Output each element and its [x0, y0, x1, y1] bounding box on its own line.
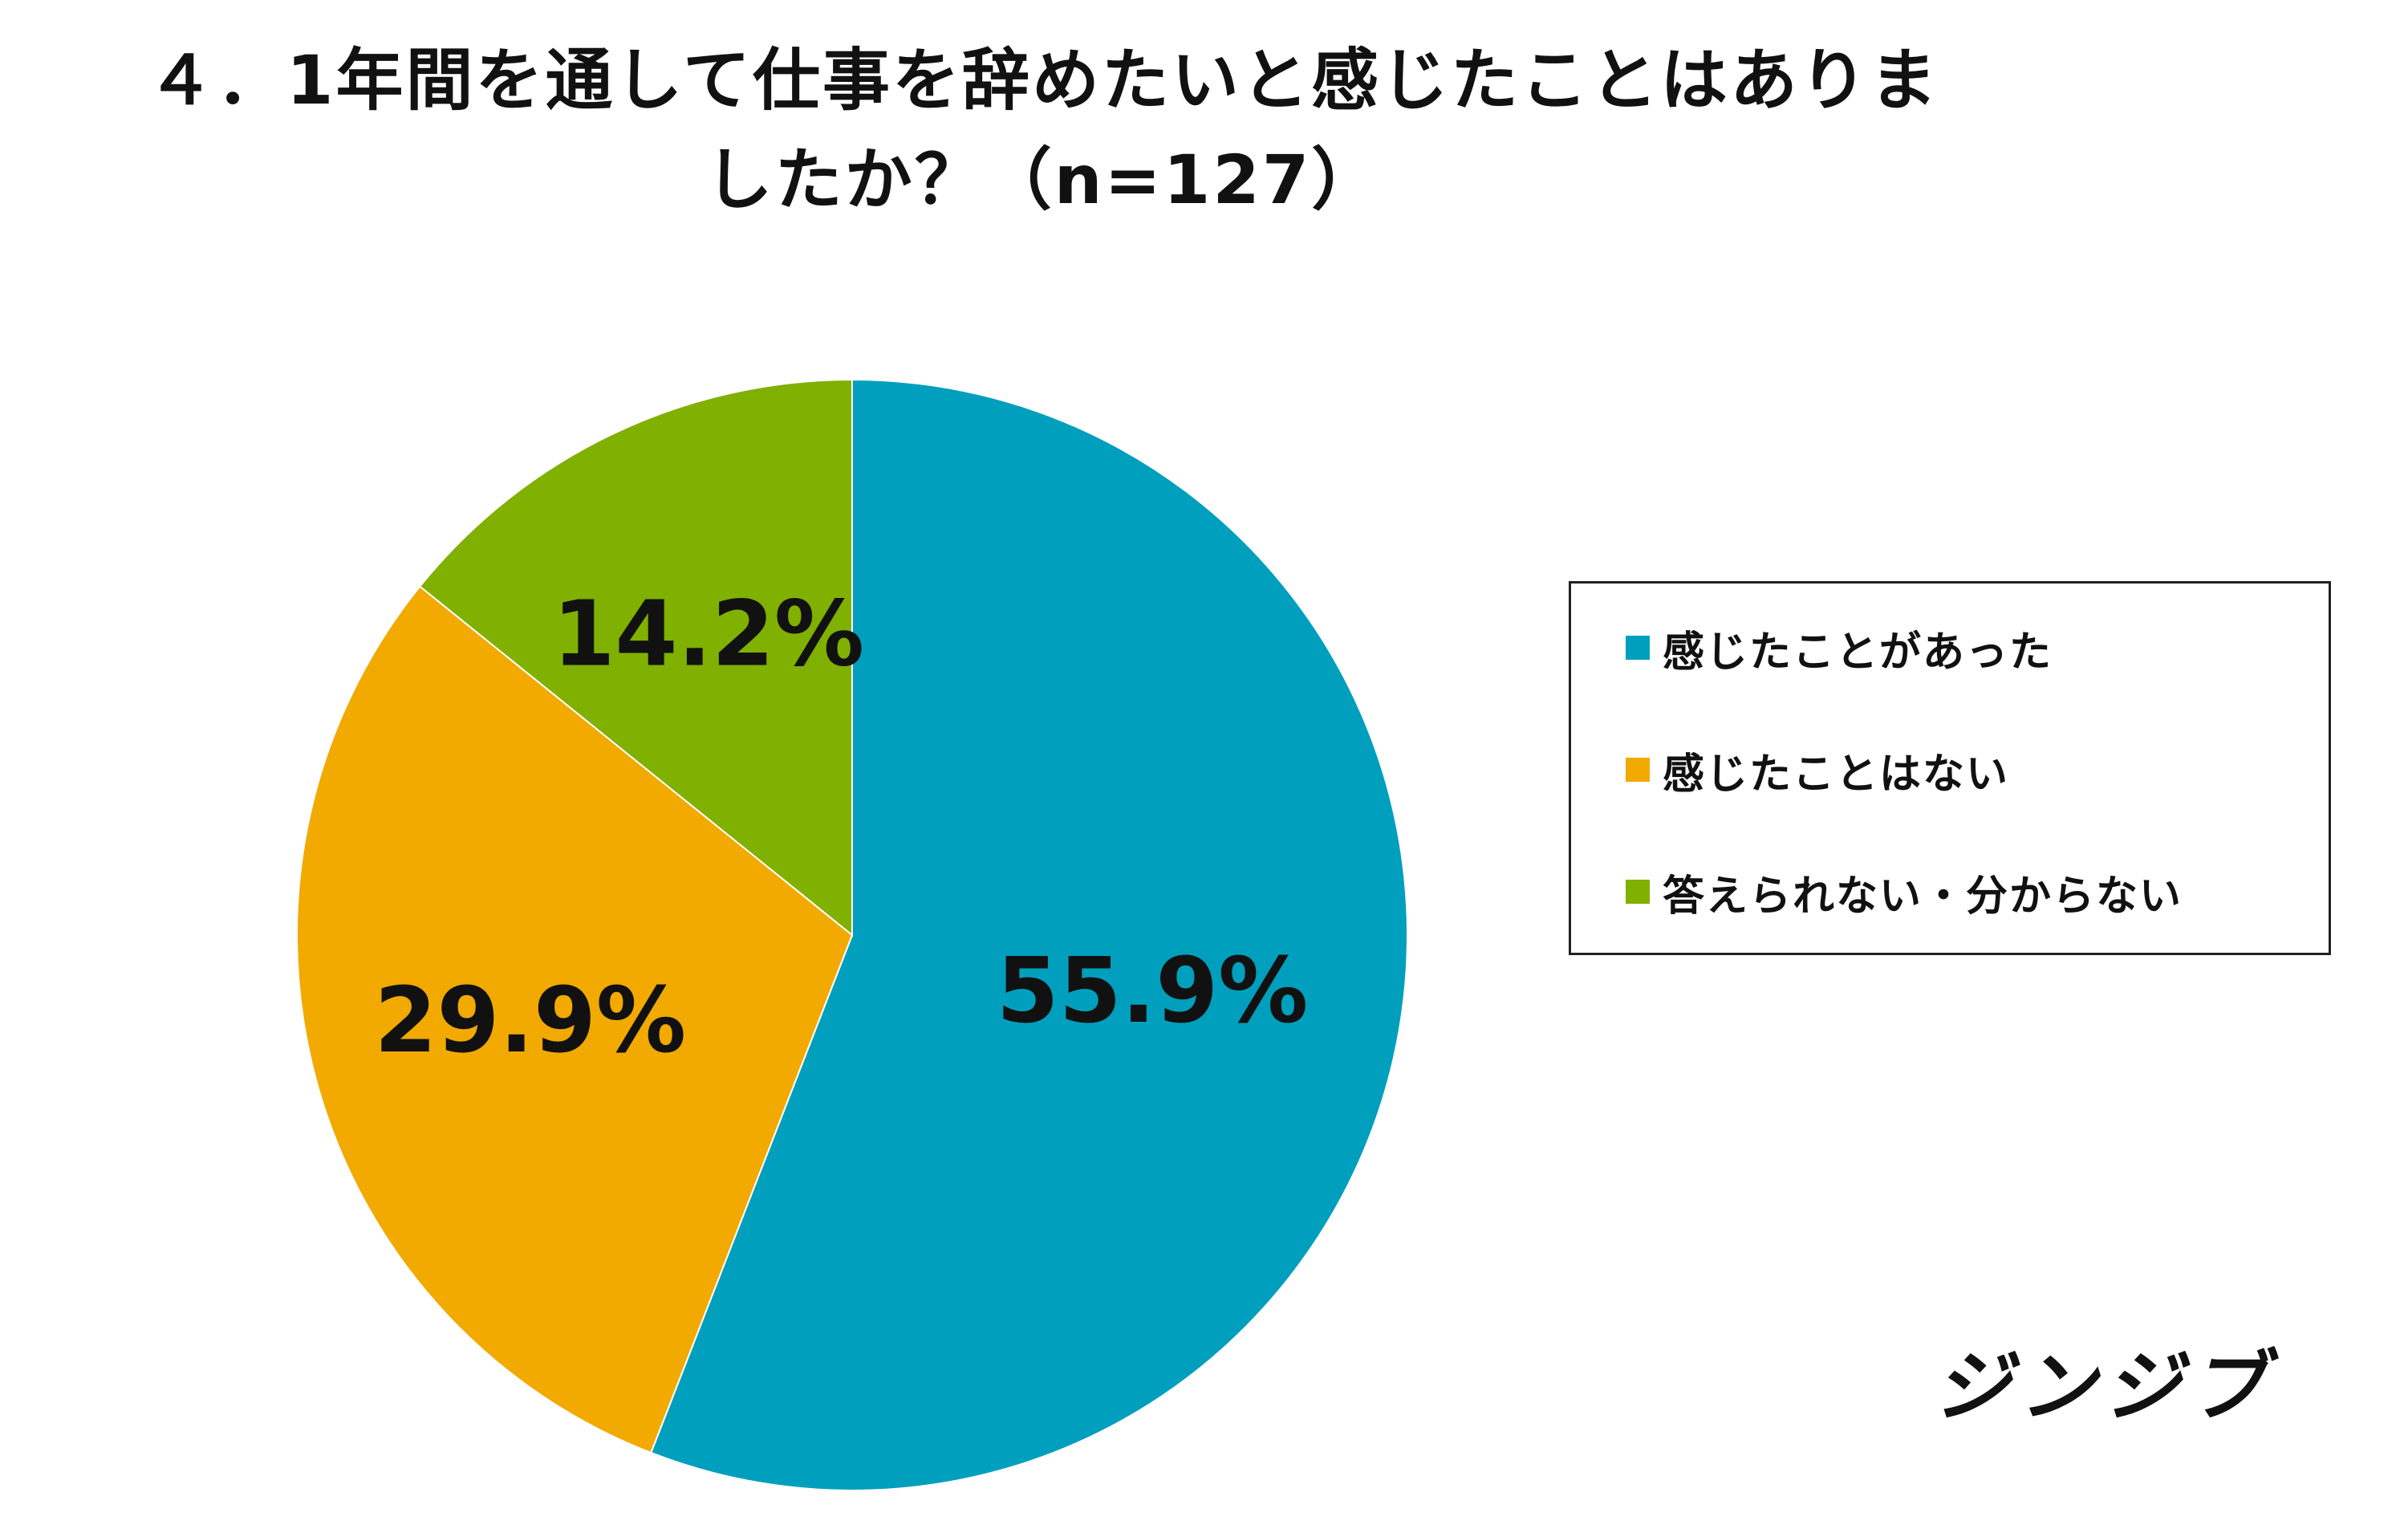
- legend-swatch: [1626, 880, 1650, 904]
- legend-label: 感じたことがあった: [1663, 628, 2053, 677]
- pie-slice-not-felt: [296, 585, 854, 1454]
- legend-label: 感じたことはない: [1663, 750, 2010, 799]
- data-label-felt: 55.9%: [997, 939, 1309, 1043]
- legend-swatch: [1626, 758, 1650, 782]
- legend-label: 答えられない・分からない: [1663, 872, 2183, 921]
- legend-item-felt: 感じたことがあった: [1626, 616, 2053, 680]
- data-label-not-felt: 29.9%: [375, 969, 687, 1073]
- chart-title: ４．1年間を通して仕事を辞めたいと感じたことはありま したか？（n=127）: [0, 31, 2086, 230]
- legend-item-unsure: 答えられない・分からない: [1626, 860, 2183, 924]
- brand-logo: ジンジブ: [1934, 1342, 2274, 1432]
- chart-title-line-2: したか？（n=127）: [705, 140, 1382, 219]
- data-label-unsure: 14.2%: [553, 582, 865, 686]
- legend-swatch: [1626, 636, 1650, 660]
- chart-title-line-1: ４．1年間を通して仕事を辞めたいと感じたことはありま: [147, 41, 1939, 120]
- legend-item-not-felt: 感じたことはない: [1626, 738, 2009, 802]
- pie-slice-felt: [650, 378, 1408, 1491]
- pie-slice-unsure: [418, 378, 853, 937]
- legend: 感じたことがあった 感じたことはない 答えられない・分からない: [1569, 581, 2331, 955]
